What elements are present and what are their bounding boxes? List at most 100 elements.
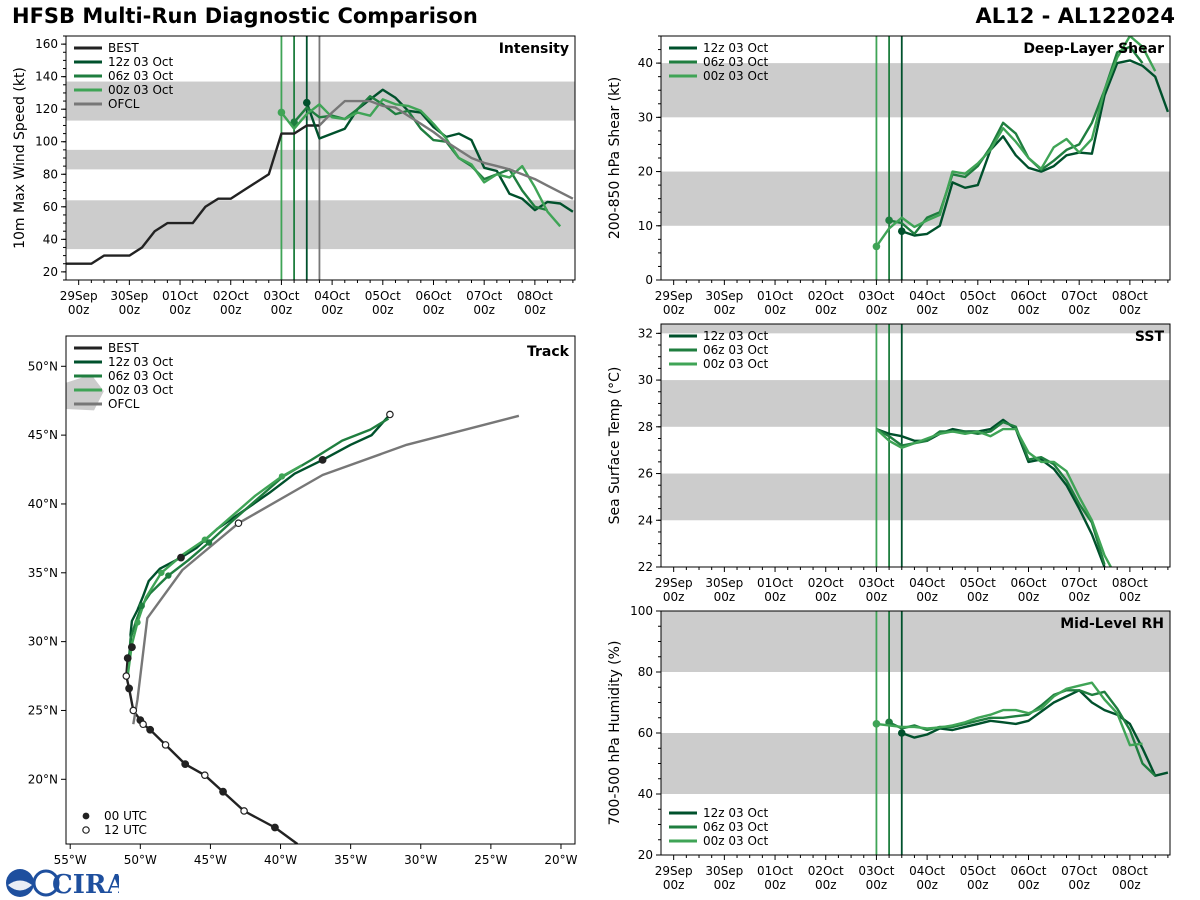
intensity-xtick-label-date: 02Oct	[213, 289, 249, 303]
track-marker-12utc	[386, 410, 394, 419]
intensity-xtick-label-date: 29Sep	[60, 289, 98, 303]
intensity-legend-label: 00z 03 Oct	[108, 83, 174, 97]
newfoundland-landmass	[66, 374, 104, 411]
shear-legend-label: 00z 03 Oct	[703, 69, 769, 83]
track-marker-12utc	[234, 519, 243, 528]
track-xtick-label: 35°W	[334, 853, 367, 867]
track-marker-00utc	[181, 760, 190, 769]
intensity-xtick-label-hour: 00z	[473, 303, 495, 317]
rh-ytick-label: 20	[638, 848, 653, 862]
sst-xtick-label-hour: 00z	[1068, 590, 1090, 604]
intensity-xtick-label-date: 07Oct	[466, 289, 502, 303]
shear-xtick-label-hour: 00z	[1018, 303, 1040, 317]
shear-xtick-label-date: 03Oct	[858, 289, 894, 303]
intensity-legend-label: 12z 03 Oct	[108, 55, 174, 69]
sst-band-0	[661, 473, 1170, 521]
rh-xtick-label-hour: 00z	[866, 878, 888, 892]
intensity-ytick-label: 120	[35, 102, 58, 116]
sst-legend-label: 06z 03 Oct	[703, 343, 769, 357]
rh-ylabel: 700-500 hPa Humidity (%)	[607, 641, 623, 826]
sst-xtick-label-date: 29Sep	[655, 576, 693, 590]
rh-ytick-label: 40	[638, 787, 653, 801]
track-legend-12utc-marker	[82, 826, 90, 834]
sst-xtick-label-hour: 00z	[967, 590, 989, 604]
shear-series-run00	[875, 36, 1157, 248]
sst-ytick-label: 22	[638, 560, 653, 574]
shear-band-1	[661, 63, 1170, 118]
shear-ytick-label: 10	[638, 219, 653, 233]
track-ytick-label: 25°N	[28, 703, 58, 717]
track-marker-12utc	[201, 771, 209, 779]
rh-series-run00	[876, 681, 1143, 747]
intensity-panel-label: Intensity	[499, 41, 569, 57]
cira-mark-icon	[32, 869, 60, 897]
shear-xtick-label-hour: 00z	[663, 303, 685, 317]
shear-series-run06	[888, 45, 1144, 236]
track-series-run12	[129, 413, 391, 648]
shear-panel-label: Deep-Layer Shear	[1023, 41, 1164, 57]
figure-title: HFSB Multi-Run Diagnostic Comparison	[12, 4, 478, 28]
track-marker-run00	[158, 569, 165, 576]
intensity-init-marker-run00	[277, 108, 286, 117]
rh-legend-label: 00z 03 Oct	[703, 834, 769, 848]
sst-xtick-label-hour: 00z	[1119, 590, 1141, 604]
intensity-legend-label: OFCL	[108, 97, 140, 111]
track-xtick-label: 20°W	[544, 853, 577, 867]
intensity-band-0	[66, 200, 575, 250]
track-xtick-label: 25°W	[474, 853, 507, 867]
rh-xtick-label-hour: 00z	[1068, 878, 1090, 892]
intensity-xtick-label-hour: 00z	[423, 303, 445, 317]
intensity-init-marker-run06	[290, 118, 298, 127]
track-marker-12utc	[240, 807, 248, 815]
sst-ytick-label: 30	[638, 373, 653, 387]
rh-xtick-label-hour: 00z	[663, 878, 685, 892]
track-ytick-label: 45°N	[28, 428, 58, 442]
sst-xtick-label-date: 04Oct	[909, 576, 945, 590]
rh-xtick-label-hour: 00z	[815, 878, 837, 892]
rh-panel-label: Mid-Level RH	[1060, 616, 1164, 632]
track-marker-run00	[278, 473, 286, 480]
shear-series-run12	[901, 59, 1170, 237]
intensity-legend-label: BEST	[108, 41, 139, 55]
track-xtick-label: 40°W	[264, 853, 297, 867]
rh-xtick-label-date: 03Oct	[858, 864, 894, 878]
rh-xtick-label-date: 02Oct	[808, 864, 844, 878]
rh-xtick-label-date: 07Oct	[1061, 864, 1097, 878]
sst-xtick-label-hour: 00z	[815, 590, 837, 604]
sst-band-2	[661, 324, 1170, 334]
intensity-series-run00	[280, 98, 562, 228]
intensity-xtick-label-date: 06Oct	[415, 289, 451, 303]
sst-ytick-label: 24	[638, 513, 653, 527]
rh-ytick-label: 80	[638, 665, 653, 679]
rh-ytick-label: 100	[630, 604, 653, 618]
shear-legend-label: 12z 03 Oct	[703, 41, 769, 55]
intensity-band-2	[66, 81, 575, 121]
rh-panel: 2040608010029Sep00z30Sep00z01Oct00z02Oct…	[607, 604, 1171, 892]
track-marker-00utc	[128, 643, 136, 652]
rh-xtick-label-hour: 00z	[967, 878, 989, 892]
sst-xtick-label-hour: 00z	[1018, 590, 1040, 604]
shear-ylabel: 200-850 hPa Shear (kt)	[607, 77, 623, 239]
sst-xtick-label-hour: 00z	[764, 590, 786, 604]
shear-xtick-label-hour: 00z	[967, 303, 989, 317]
track-marker-12utc	[122, 672, 131, 680]
shear-xtick-label-hour: 00z	[916, 303, 938, 317]
intensity-xtick-label-date: 05Oct	[365, 289, 401, 303]
track-marker-legend-label: 12 UTC	[104, 823, 147, 837]
track-marker-00utc	[271, 823, 279, 832]
sst-xtick-label-date: 30Sep	[705, 576, 743, 590]
track-marker-run06	[165, 572, 172, 579]
sst-frame	[660, 323, 1171, 568]
sst-xtick-label-date: 03Oct	[858, 576, 894, 590]
track-series-ofcl	[132, 414, 520, 725]
sst-xtick-label-date: 08Oct	[1112, 576, 1148, 590]
sst-series-run00	[875, 427, 1113, 567]
shear-xtick-label-date: 01Oct	[757, 289, 793, 303]
shear-xtick-label-date: 02Oct	[808, 289, 844, 303]
intensity-xtick-label-hour: 00z	[271, 303, 293, 317]
intensity-xtick-label-date: 03Oct	[263, 289, 299, 303]
track-panel-label: Track	[527, 344, 570, 360]
intensity-ytick-label: 100	[35, 135, 58, 149]
intensity-xtick-label-hour: 00z	[321, 303, 343, 317]
